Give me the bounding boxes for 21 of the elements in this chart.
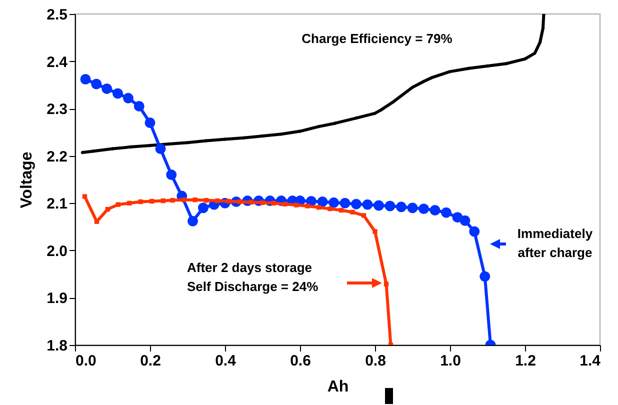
x-tick-label: 0.4 [215,352,237,370]
annotation: Charge Efficiency = 79% [302,31,453,46]
x-tick-label: 1.0 [440,352,461,370]
x-tick-label: 0.8 [365,352,386,370]
y-tick-label: 1.9 [46,290,68,308]
y-tick-label: 2.1 [46,196,68,213]
y-tick-label: 2.5 [46,6,68,24]
y-tick-label: 2.3 [46,101,68,118]
x-tick-label: 0.6 [290,352,311,370]
x-axis-title: Ah [327,378,349,396]
y-axis-title: Voltage [18,152,36,208]
y-tick-label: 2.2 [46,148,68,166]
y-tick-label: 2.0 [46,242,68,260]
y-tick-label: 1.8 [46,338,68,354]
y-tick-label: 2.4 [46,54,68,71]
x-tick-label: 1.2 [515,352,536,370]
annotation: Immediately after charge [517,226,594,260]
x-tick-label: 0.0 [76,352,96,370]
x-tick-label: 0.2 [140,352,161,370]
annotation: After 2 days storage Self Discharge = 24% [187,260,319,294]
x-tick-label: 1.4 [580,352,602,370]
